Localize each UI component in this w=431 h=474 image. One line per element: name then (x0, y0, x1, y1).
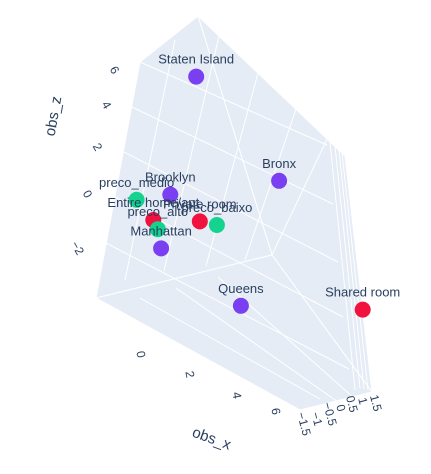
z-axis-title: obs_z (42, 95, 66, 137)
data-label: Private room (163, 196, 237, 211)
data-point[interactable] (149, 221, 166, 238)
y-axis: −1.5 −1 −0.5 0 0.5 1 1.5 (294, 393, 385, 437)
data-point[interactable] (128, 191, 145, 208)
y-tick-label: −1 (308, 411, 325, 428)
x-tick-label: 4 (229, 391, 244, 400)
y-tick-label: 0.5 (343, 394, 361, 414)
data-point[interactable] (188, 68, 205, 85)
floor (94, 254, 373, 411)
data-point[interactable] (354, 301, 371, 318)
z-tick-label: 0 (80, 188, 96, 201)
data-point[interactable] (271, 172, 288, 189)
data-point[interactable] (162, 186, 179, 203)
data-label: preco_baixo (181, 200, 252, 215)
x-axis-title: obs_x (190, 424, 234, 454)
data-label: Manhattan (130, 223, 191, 238)
data-label: Bronx (262, 156, 296, 171)
data-label: Entire home/apt (107, 195, 199, 210)
x-tick-label: 2 (182, 370, 197, 379)
data-points (128, 68, 371, 318)
data-label: preco_alto (127, 204, 188, 219)
z-tick-label: 2 (90, 141, 106, 154)
data-label: Queens (218, 281, 264, 296)
y-tick-label: 0 (333, 403, 348, 413)
z-tick-label: 4 (99, 99, 115, 112)
y-tick-label: 1.5 (367, 393, 385, 413)
y-tick-label: −0.5 (320, 401, 340, 428)
x-tick-label: 0 (133, 350, 148, 359)
data-point[interactable] (153, 240, 170, 257)
data-label: preco_medio (99, 175, 174, 190)
data-label: Staten Island (158, 52, 234, 67)
gridlines (105, 35, 369, 403)
x-tick-label: 6 (268, 407, 283, 416)
data-point[interactable] (208, 217, 225, 233)
data-point[interactable] (232, 297, 249, 314)
data-point[interactable] (191, 213, 208, 230)
y-tick-label: 1 (355, 396, 370, 406)
data-label: Brooklyn (145, 170, 196, 185)
data-label: Shared room (325, 285, 400, 300)
z-tick-label: −2 (68, 239, 87, 258)
z-tick-label: 6 (107, 64, 123, 77)
y-tick-label: −1.5 (294, 411, 314, 438)
